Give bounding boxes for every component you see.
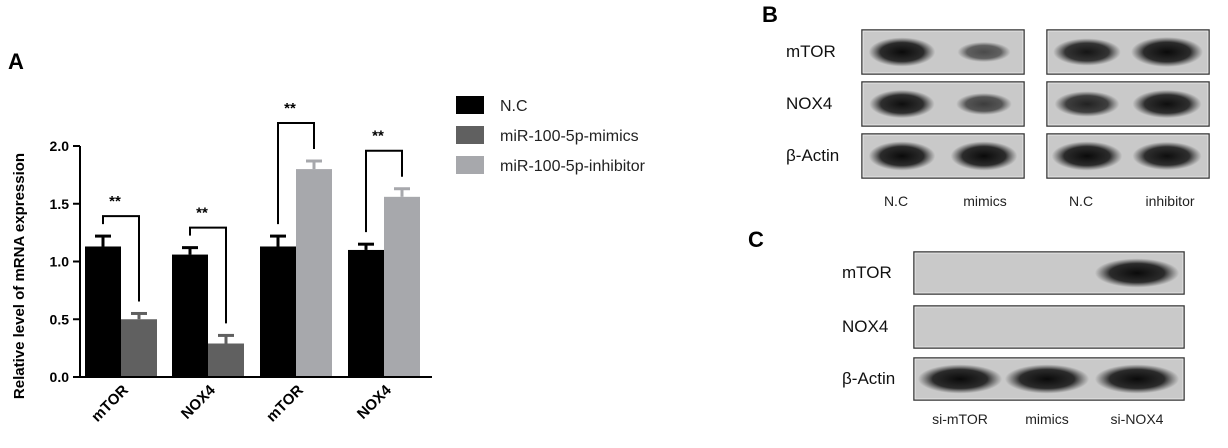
legend-swatch xyxy=(456,96,484,114)
blot-strip-highlight xyxy=(862,82,1024,126)
legend-entry: miR-100-5p-inhibitor xyxy=(500,158,646,175)
bars xyxy=(85,159,420,377)
legend-swatch xyxy=(456,126,484,144)
x-category-label: mTOR xyxy=(88,382,132,426)
blot-strip xyxy=(913,305,1185,349)
bar xyxy=(348,249,384,377)
significance-bracket xyxy=(189,226,227,324)
panel-letter-a: A xyxy=(8,49,24,74)
blot-band xyxy=(1054,91,1120,117)
significance-brackets: ** ** ** ** xyxy=(102,100,403,324)
blot-row-label: β-Actin xyxy=(842,369,895,388)
blot-band xyxy=(868,141,936,171)
significance-label: ** xyxy=(372,128,384,145)
western-blot-panel-b: mTOR NOX4 β-Actin N.C mimics N.C inhibitor xyxy=(786,29,1210,209)
blot-row-label: mTOR xyxy=(842,263,892,282)
legend: N.C miR-100-5p-mimics miR-100-5p-inhibitor xyxy=(456,96,646,175)
panel-letter-b: B xyxy=(762,2,778,27)
blot-strip-highlight xyxy=(1047,30,1209,74)
x-category-label: NOX4 xyxy=(178,381,219,422)
y-tick-label: 1.0 xyxy=(50,254,70,270)
blot-strip-highlight xyxy=(1047,82,1209,126)
legend-entry: miR-100-5p-mimics xyxy=(500,128,639,145)
x-category-label: NOX4 xyxy=(354,381,395,422)
blot-lane-label: N.C xyxy=(884,193,908,209)
blot-lane-label: inhibitor xyxy=(1145,193,1194,209)
blot-band xyxy=(1132,89,1202,119)
blot-band xyxy=(868,37,936,67)
significance-label: ** xyxy=(284,100,296,117)
blot-lane-label: N.C xyxy=(1069,193,1093,209)
significance-bracket xyxy=(365,149,403,233)
blot-row-label: NOX4 xyxy=(842,317,888,336)
bar xyxy=(85,246,121,377)
blot-band xyxy=(1053,38,1121,66)
y-tick-label: 0.5 xyxy=(50,311,70,327)
western-blot-panel-c: mTOR NOX4 β-Actin si-mTOR mimics si-NOX4 xyxy=(842,251,1185,427)
significance-bracket xyxy=(277,122,315,225)
blot-band xyxy=(1132,141,1202,171)
blot-band xyxy=(1094,364,1180,394)
blot-band xyxy=(1051,141,1123,171)
bar xyxy=(384,196,420,377)
legend-entry: N.C xyxy=(500,98,528,115)
y-tick-label: 1.5 xyxy=(50,196,70,212)
blot-strip-highlight xyxy=(914,358,1184,400)
blot-strip-highlight xyxy=(914,252,1184,294)
legend-swatch xyxy=(456,156,484,174)
blot-lane-label: si-NOX4 xyxy=(1111,411,1164,427)
significance-label: ** xyxy=(196,205,208,222)
blot-band xyxy=(917,364,1003,394)
blot-band xyxy=(957,41,1011,63)
bar xyxy=(260,246,296,377)
blot-row-label: mTOR xyxy=(786,42,836,61)
blot-band xyxy=(956,93,1012,115)
significance-bracket xyxy=(102,215,140,302)
x-axis-categories: mTOR NOX4 mTOR NOX4 xyxy=(88,381,395,425)
blot-strip-highlight xyxy=(862,134,1024,178)
blot-band xyxy=(1094,258,1180,288)
blot-band xyxy=(869,89,935,119)
blot-row-label: NOX4 xyxy=(786,94,832,113)
y-tick-label: 0.0 xyxy=(50,369,70,385)
blot-strip-highlight xyxy=(1047,134,1209,178)
bar xyxy=(296,169,332,377)
blot-band xyxy=(1131,37,1203,67)
blot-lane-label: si-mTOR xyxy=(932,411,988,427)
blot-strip-highlight xyxy=(914,306,1184,348)
bar xyxy=(121,319,157,377)
bar xyxy=(172,254,208,377)
y-axis-label: Relative level of mRNA expression xyxy=(11,153,28,399)
blot-row-label: β-Actin xyxy=(786,146,839,165)
x-category-label: mTOR xyxy=(263,382,307,426)
blot-lane-label: mimics xyxy=(1025,411,1069,427)
blot-strip-highlight xyxy=(862,30,1024,74)
blot-band xyxy=(1004,364,1090,394)
bar xyxy=(208,343,244,377)
y-axis-ticks: 0.0 0.5 1.0 1.5 2.0 xyxy=(50,138,80,385)
blot-lane-label: mimics xyxy=(963,193,1007,209)
y-tick-label: 2.0 xyxy=(50,138,70,154)
blot-band xyxy=(950,141,1018,171)
significance-label: ** xyxy=(109,193,121,210)
panel-letter-c: C xyxy=(748,227,764,252)
bar-chart-panel-a: Relative level of mRNA expression 0.0 0.5… xyxy=(11,100,432,425)
